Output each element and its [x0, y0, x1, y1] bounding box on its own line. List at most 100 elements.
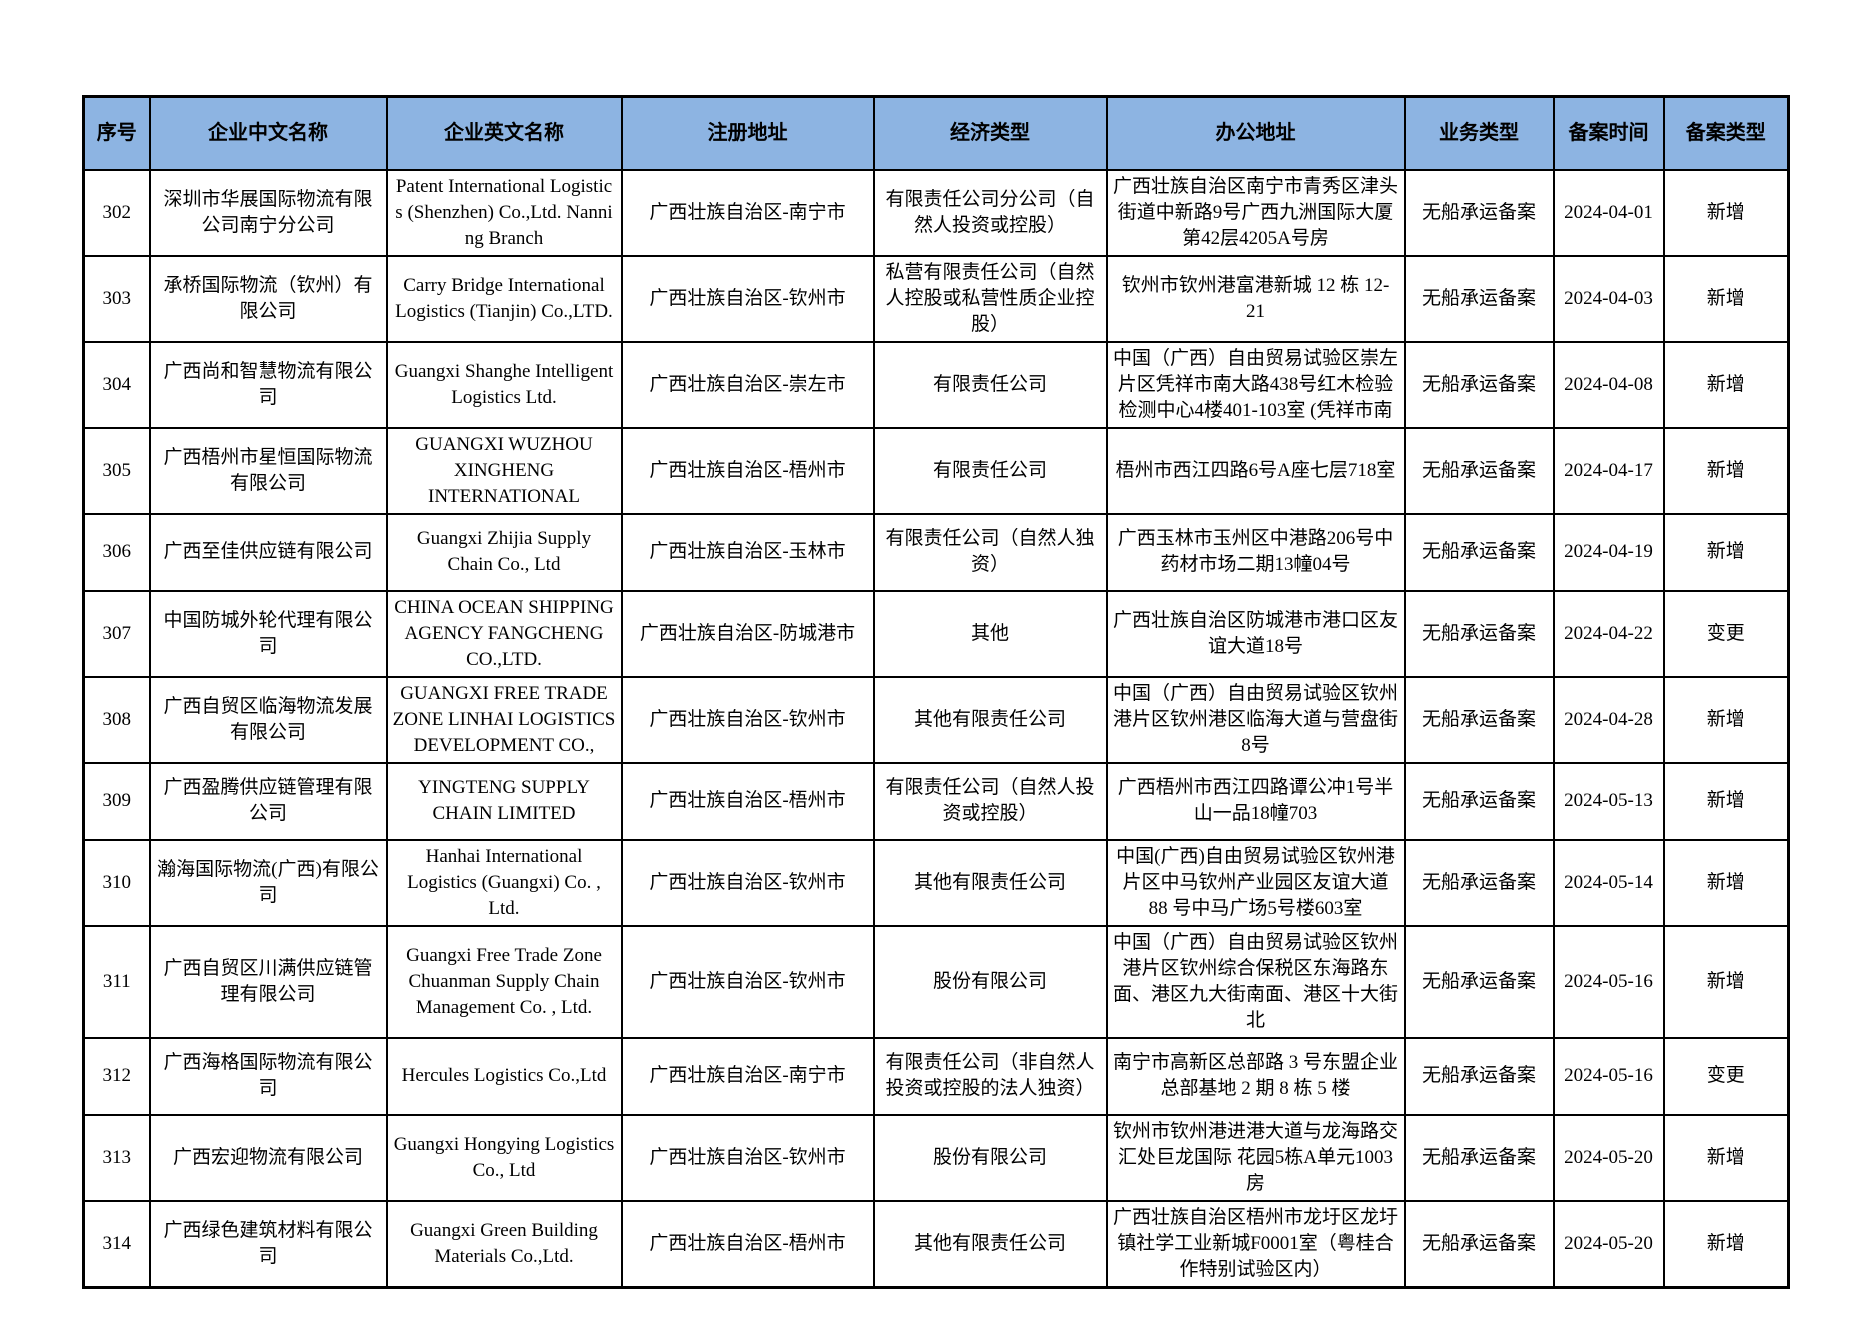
cell-biz-type: 无船承运备案: [1403, 512, 1555, 592]
cell-filing-date: 2024-04-17: [1552, 426, 1665, 515]
table-row: 314 广西绿色建筑材料有限公司 Guangxi Green Building …: [82, 1199, 1790, 1288]
cell-reg-addr: 广西壮族自治区-崇左市: [620, 340, 875, 429]
table-row: 307 中国防城外轮代理有限公司 CHINA OCEAN SHIPPING AG…: [82, 589, 1790, 678]
cell-reg-addr: 广西壮族自治区-梧州市: [620, 761, 875, 841]
cell-en-name: Guangxi Shanghe Intelligent Logistics Lt…: [385, 340, 623, 429]
cell-filing-date: 2024-04-03: [1552, 254, 1665, 343]
cell-seq: 307: [82, 589, 151, 678]
table-row: 305 广西梧州市星恒国际物流有限公司 GUANGXI WUZHOU XINGH…: [82, 426, 1790, 515]
cell-office-addr: 广西壮族自治区梧州市龙圩区龙圩镇社学工业新城F0001室（粤桂合作特别试验区内）: [1105, 1199, 1406, 1288]
cell-cn-name: 广西盈腾供应链管理有限公司: [148, 761, 388, 841]
table-row: 303 承桥国际物流（钦州）有限公司 Carry Bridge Internat…: [82, 254, 1790, 343]
table-row: 310 瀚海国际物流(广西)有限公司 Hanhai International …: [82, 838, 1790, 927]
cell-biz-type: 无船承运备案: [1403, 1113, 1555, 1202]
table-row: 306 广西至佳供应链有限公司 Guangxi Zhijia Supply Ch…: [82, 512, 1790, 592]
cell-filing-date: 2024-04-22: [1552, 589, 1665, 678]
cell-reg-addr: 广西壮族自治区-钦州市: [620, 254, 875, 343]
cell-reg-addr: 广西壮族自治区-钦州市: [620, 1113, 875, 1202]
cell-biz-type: 无船承运备案: [1403, 924, 1555, 1039]
table-body: 302 深圳市华展国际物流有限公司南宁分公司 Patent Internatio…: [82, 168, 1790, 1288]
cell-cn-name: 瀚海国际物流(广西)有限公司: [148, 838, 388, 927]
cell-filing-type: 新增: [1662, 838, 1790, 927]
cell-cn-name: 广西绿色建筑材料有限公司: [148, 1199, 388, 1288]
cell-en-name: Carry Bridge International Logistics (Ti…: [385, 254, 623, 343]
cell-filing-date: 2024-05-20: [1552, 1199, 1665, 1288]
table-row: 309 广西盈腾供应链管理有限公司 YINGTENG SUPPLY CHAIN …: [82, 761, 1790, 841]
cell-reg-addr: 广西壮族自治区-防城港市: [620, 589, 875, 678]
cell-filing-type: 新增: [1662, 924, 1790, 1039]
cell-econ-type: 私营有限责任公司（自然人控股或私营性质企业控股）: [872, 254, 1108, 343]
header-cn-name: 企业中文名称: [148, 95, 388, 171]
cell-econ-type: 其他有限责任公司: [872, 675, 1108, 764]
cell-filing-type: 新增: [1662, 1199, 1790, 1288]
cell-cn-name: 广西至佳供应链有限公司: [148, 512, 388, 592]
cell-econ-type: 股份有限公司: [872, 924, 1108, 1039]
cell-filing-date: 2024-05-16: [1552, 1036, 1665, 1116]
company-filing-table: 序号 企业中文名称 企业英文名称 注册地址 经济类型 办公地址 业务类型 备案时…: [82, 95, 1790, 1289]
cell-filing-type: 新增: [1662, 1113, 1790, 1202]
cell-filing-type: 新增: [1662, 512, 1790, 592]
cell-filing-type: 新增: [1662, 340, 1790, 429]
cell-reg-addr: 广西壮族自治区-钦州市: [620, 924, 875, 1039]
table-row: 302 深圳市华展国际物流有限公司南宁分公司 Patent Internatio…: [82, 168, 1790, 257]
cell-reg-addr: 广西壮族自治区-玉林市: [620, 512, 875, 592]
cell-en-name: Hanhai International Logistics (Guangxi)…: [385, 838, 623, 927]
cell-biz-type: 无船承运备案: [1403, 761, 1555, 841]
cell-en-name: Guangxi Free Trade Zone Chuanman Supply …: [385, 924, 623, 1039]
cell-office-addr: 广西壮族自治区南宁市青秀区津头街道中新路9号广西九洲国际大厦第42层4205A号…: [1105, 168, 1406, 257]
cell-filing-date: 2024-05-16: [1552, 924, 1665, 1039]
cell-biz-type: 无船承运备案: [1403, 589, 1555, 678]
cell-en-name: Hercules Logistics Co.,Ltd: [385, 1036, 623, 1116]
cell-en-name: CHINA OCEAN SHIPPING AGENCY FANGCHENG CO…: [385, 589, 623, 678]
cell-filing-date: 2024-04-28: [1552, 675, 1665, 764]
cell-filing-date: 2024-05-13: [1552, 761, 1665, 841]
cell-biz-type: 无船承运备案: [1403, 1036, 1555, 1116]
header-biz-type: 业务类型: [1403, 95, 1555, 171]
cell-office-addr: 梧州市西江四路6号A座七层718室: [1105, 426, 1406, 515]
cell-en-name: GUANGXI WUZHOU XINGHENG INTERNATIONAL: [385, 426, 623, 515]
cell-seq: 303: [82, 254, 151, 343]
cell-seq: 308: [82, 675, 151, 764]
cell-biz-type: 无船承运备案: [1403, 675, 1555, 764]
cell-cn-name: 深圳市华展国际物流有限公司南宁分公司: [148, 168, 388, 257]
header-seq: 序号: [82, 95, 151, 171]
cell-filing-type: 变更: [1662, 589, 1790, 678]
cell-office-addr: 广西梧州市西江四路谭公冲1号半山一品18幢703: [1105, 761, 1406, 841]
cell-en-name: YINGTENG SUPPLY CHAIN LIMITED: [385, 761, 623, 841]
cell-en-name: Patent International Logistic s (Shenzhe…: [385, 168, 623, 257]
cell-econ-type: 有限责任公司分公司（自然人投资或控股）: [872, 168, 1108, 257]
cell-seq: 310: [82, 838, 151, 927]
cell-biz-type: 无船承运备案: [1403, 168, 1555, 257]
cell-seq: 314: [82, 1199, 151, 1288]
cell-filing-type: 新增: [1662, 426, 1790, 515]
cell-office-addr: 钦州市钦州港富港新城 12 栋 12-21: [1105, 254, 1406, 343]
cell-seq: 305: [82, 426, 151, 515]
cell-filing-date: 2024-05-14: [1552, 838, 1665, 927]
cell-filing-type: 变更: [1662, 1036, 1790, 1116]
table-row: 313 广西宏迎物流有限公司 Guangxi Hongying Logistic…: [82, 1113, 1790, 1202]
table-row: 304 广西尚和智慧物流有限公司 Guangxi Shanghe Intelli…: [82, 340, 1790, 429]
header-en-name: 企业英文名称: [385, 95, 623, 171]
cell-reg-addr: 广西壮族自治区-钦州市: [620, 838, 875, 927]
header-econ-type: 经济类型: [872, 95, 1108, 171]
cell-office-addr: 钦州市钦州港进港大道与龙海路交汇处巨龙国际 花园5栋A单元1003房: [1105, 1113, 1406, 1202]
cell-econ-type: 有限责任公司: [872, 426, 1108, 515]
cell-cn-name: 广西尚和智慧物流有限公司: [148, 340, 388, 429]
cell-office-addr: 广西壮族自治区防城港市港口区友谊大道18号: [1105, 589, 1406, 678]
cell-cn-name: 广西自贸区川满供应链管理有限公司: [148, 924, 388, 1039]
cell-office-addr: 中国(广西)自由贸易试验区钦州港片区中马钦州产业园区友谊大道 88 号中马广场5…: [1105, 838, 1406, 927]
cell-econ-type: 有限责任公司（非自然人投资或控股的法人独资）: [872, 1036, 1108, 1116]
cell-biz-type: 无船承运备案: [1403, 340, 1555, 429]
cell-cn-name: 广西海格国际物流有限公司: [148, 1036, 388, 1116]
cell-office-addr: 南宁市高新区总部路 3 号东盟企业总部基地 2 期 8 栋 5 楼: [1105, 1036, 1406, 1116]
cell-seq: 309: [82, 761, 151, 841]
cell-en-name: GUANGXI FREE TRADE ZONE LINHAI LOGISTICS…: [385, 675, 623, 764]
cell-cn-name: 承桥国际物流（钦州）有限公司: [148, 254, 388, 343]
cell-office-addr: 广西玉林市玉州区中港路206号中药材市场二期13幢04号: [1105, 512, 1406, 592]
cell-filing-date: 2024-04-01: [1552, 168, 1665, 257]
table-row: 311 广西自贸区川满供应链管理有限公司 Guangxi Free Trade …: [82, 924, 1790, 1039]
cell-cn-name: 中国防城外轮代理有限公司: [148, 589, 388, 678]
cell-econ-type: 其他有限责任公司: [872, 1199, 1108, 1288]
table-row: 312 广西海格国际物流有限公司 Hercules Logistics Co.,…: [82, 1036, 1790, 1116]
cell-cn-name: 广西梧州市星恒国际物流有限公司: [148, 426, 388, 515]
